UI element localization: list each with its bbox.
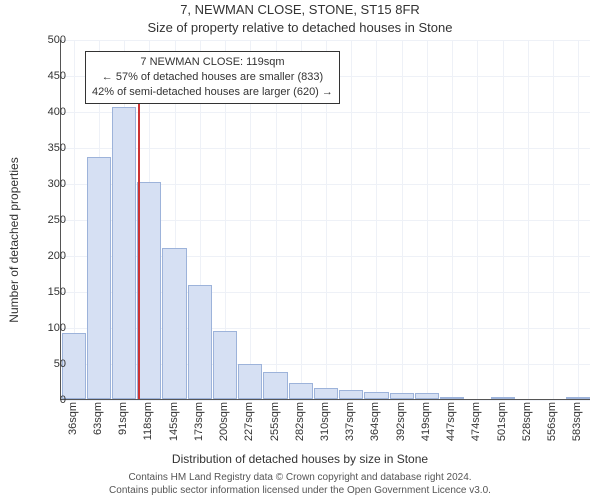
histogram-bar	[137, 182, 161, 399]
x-tick-label: 282sqm	[294, 402, 306, 441]
chart-subtitle: Size of property relative to detached ho…	[0, 20, 600, 35]
x-axis-label: Distribution of detached houses by size …	[0, 452, 600, 466]
histogram-bar	[112, 107, 136, 399]
x-tick-label: 583sqm	[571, 402, 583, 441]
x-tick-label: 556sqm	[546, 402, 558, 441]
y-tick-label: 50	[26, 358, 66, 370]
x-tick-label: 310sqm	[319, 402, 331, 441]
y-tick-label: 100	[26, 322, 66, 334]
x-tick-label: 91sqm	[117, 402, 129, 435]
histogram-bar	[314, 388, 338, 399]
y-axis-label: Number of detached properties	[7, 157, 21, 322]
histogram-bar	[440, 397, 464, 399]
x-tick-label: 145sqm	[168, 402, 180, 441]
histogram-bar	[339, 390, 363, 399]
histogram-bar	[238, 364, 262, 399]
gridline-vertical	[477, 40, 478, 399]
histogram-bar	[415, 393, 439, 399]
histogram-bar	[263, 372, 287, 399]
y-tick-label: 500	[26, 34, 66, 46]
y-tick-label: 300	[26, 178, 66, 190]
histogram-bar	[566, 397, 590, 399]
gridline-vertical	[402, 40, 403, 399]
y-tick-label: 400	[26, 106, 66, 118]
gridline-vertical	[351, 40, 352, 399]
x-tick-label: 447sqm	[445, 402, 457, 441]
histogram-bar	[491, 397, 515, 399]
histogram-bar	[364, 392, 388, 399]
y-tick-label: 450	[26, 70, 66, 82]
x-tick-label: 63sqm	[92, 402, 104, 435]
gridline-horizontal	[61, 400, 590, 401]
chart-footer: Contains HM Land Registry data © Crown c…	[0, 472, 600, 497]
property-marker-line	[138, 62, 140, 399]
x-tick-label: 255sqm	[269, 402, 281, 441]
gridline-vertical	[578, 40, 579, 399]
x-tick-label: 36sqm	[67, 402, 79, 435]
y-tick-label: 0	[26, 394, 66, 406]
footer-line-1: Contains HM Land Registry data © Crown c…	[0, 472, 600, 485]
gridline-vertical	[553, 40, 554, 399]
y-tick-label: 250	[26, 214, 66, 226]
gridline-vertical	[503, 40, 504, 399]
info-box-line3: 42% of semi-detached houses are larger (…	[92, 85, 333, 100]
info-box: 7 NEWMAN CLOSE: 119sqm ← 57% of detached…	[85, 51, 340, 104]
chart-root: { "title": "7, NEWMAN CLOSE, STONE, ST15…	[0, 0, 600, 500]
x-tick-label: 419sqm	[420, 402, 432, 441]
x-tick-label: 364sqm	[369, 402, 381, 441]
x-tick-label: 337sqm	[344, 402, 356, 441]
x-tick-label: 392sqm	[395, 402, 407, 441]
histogram-bar	[390, 393, 414, 399]
gridline-vertical	[452, 40, 453, 399]
info-box-line1: 7 NEWMAN CLOSE: 119sqm	[92, 55, 333, 70]
y-tick-label: 350	[26, 142, 66, 154]
histogram-bar	[213, 331, 237, 399]
histogram-bar	[87, 157, 111, 399]
y-tick-label: 200	[26, 250, 66, 262]
gridline-vertical	[528, 40, 529, 399]
histogram-bar	[188, 285, 212, 399]
x-tick-label: 528sqm	[521, 402, 533, 441]
x-tick-label: 173sqm	[193, 402, 205, 441]
footer-line-2: Contains public sector information licen…	[0, 485, 600, 498]
y-tick-label: 150	[26, 286, 66, 298]
x-tick-label: 227sqm	[243, 402, 255, 441]
histogram-bar	[162, 248, 186, 399]
x-tick-label: 501sqm	[496, 402, 508, 441]
info-box-line2: ← 57% of detached houses are smaller (83…	[92, 70, 333, 85]
x-tick-label: 118sqm	[142, 402, 154, 440]
gridline-vertical	[427, 40, 428, 399]
x-tick-label: 474sqm	[470, 402, 482, 441]
x-tick-label: 200sqm	[218, 402, 230, 441]
gridline-vertical	[376, 40, 377, 399]
histogram-bar	[289, 383, 313, 399]
chart-title: 7, NEWMAN CLOSE, STONE, ST15 8FR	[0, 2, 600, 17]
